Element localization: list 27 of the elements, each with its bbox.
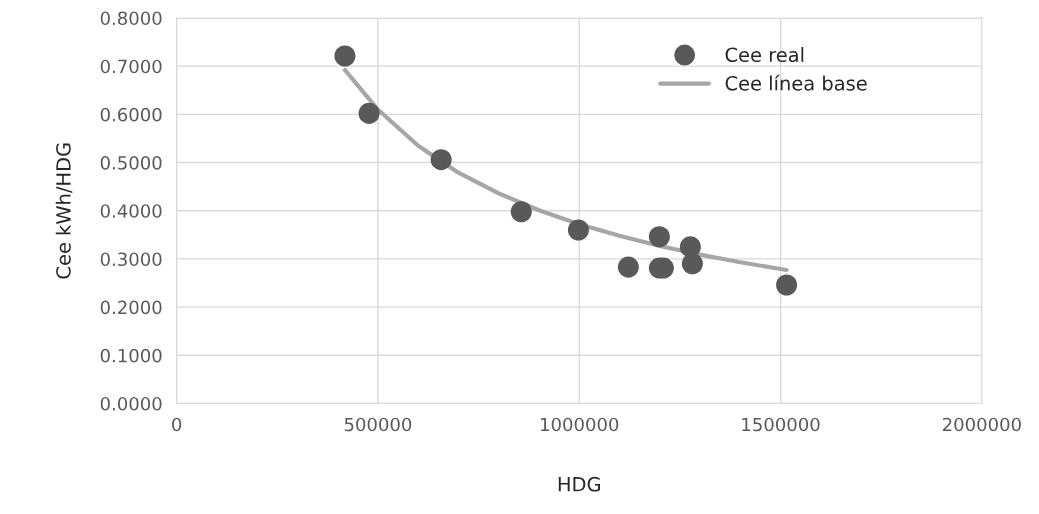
legend-label: Cee real bbox=[725, 47, 804, 63]
x-tick-label: 2000000 bbox=[942, 417, 1021, 432]
y-tick-label: 0.4000 bbox=[100, 204, 162, 218]
legend-label: Cee línea base bbox=[725, 74, 867, 91]
y-axis-title: Cee kWh/HDG bbox=[55, 143, 73, 279]
x-tick-label: 0 bbox=[172, 417, 182, 432]
point bbox=[617, 256, 639, 278]
y-tick-label: 0.2000 bbox=[100, 300, 162, 315]
x-tick-label: 1500000 bbox=[742, 417, 820, 432]
point bbox=[681, 253, 703, 275]
y-tick-label: 0.5000 bbox=[100, 156, 162, 170]
x-tick-label: 500000 bbox=[344, 417, 412, 432]
point bbox=[648, 226, 670, 248]
y-tick-label: 0.1000 bbox=[100, 348, 162, 363]
y-tick-label: 0.6000 bbox=[100, 107, 162, 122]
y-tick-label: 0.3000 bbox=[100, 252, 162, 267]
y-tick-label: 0.7000 bbox=[100, 59, 162, 74]
y-tick-label: 0.8000 bbox=[100, 11, 162, 26]
x-tick-label: 1000000 bbox=[541, 417, 619, 432]
y-tick-label: 0.0000 bbox=[100, 396, 162, 411]
point bbox=[567, 219, 589, 241]
point bbox=[358, 102, 380, 124]
point bbox=[430, 149, 452, 171]
point bbox=[776, 274, 798, 296]
point bbox=[510, 201, 532, 223]
point bbox=[334, 45, 356, 67]
x-axis-title: HDG bbox=[558, 476, 600, 492]
